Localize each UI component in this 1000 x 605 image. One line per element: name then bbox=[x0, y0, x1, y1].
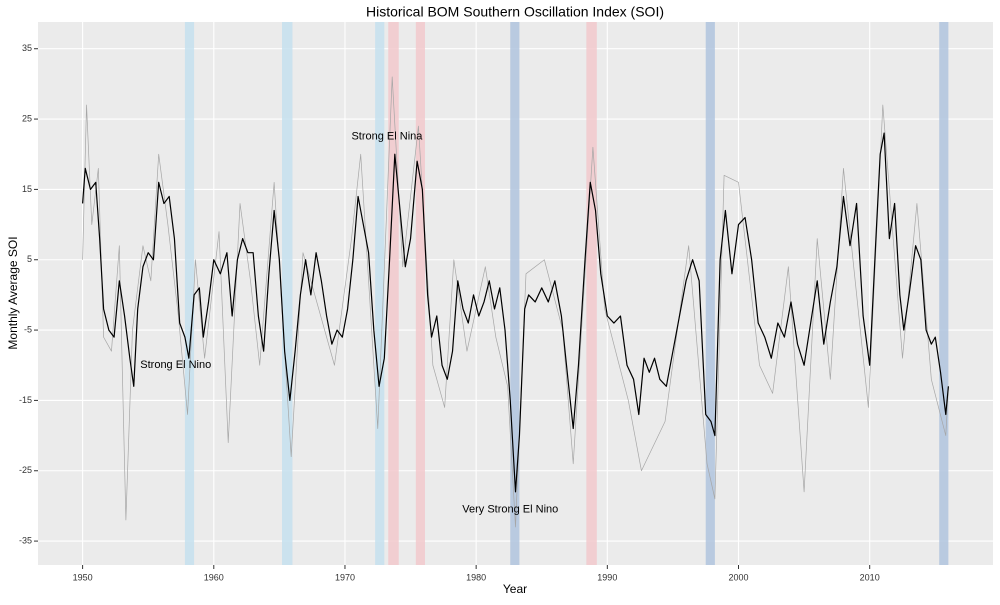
y-tick-label: 25 bbox=[22, 113, 32, 123]
y-tick-label: 35 bbox=[22, 43, 32, 53]
x-tick-label: 2000 bbox=[728, 572, 748, 582]
annotation: Strong El Nino bbox=[140, 359, 211, 371]
y-tick-label: -25 bbox=[19, 465, 32, 475]
series-line bbox=[82, 76, 949, 528]
shaded-period bbox=[184, 22, 195, 565]
x-tick-label: 1970 bbox=[335, 572, 355, 582]
shaded-period bbox=[415, 22, 425, 565]
x-axis-label: Year bbox=[503, 582, 527, 596]
chart-title: Historical BOM Southern Oscillation Inde… bbox=[366, 4, 664, 20]
y-tick-label: -15 bbox=[19, 395, 32, 405]
annotation: Very Strong El Nino bbox=[462, 503, 558, 515]
shaded-period bbox=[586, 22, 597, 565]
y-tick-label: 5 bbox=[27, 254, 32, 264]
shaded-period bbox=[939, 22, 949, 565]
y-tick-label: 15 bbox=[22, 184, 32, 194]
y-tick-label: -35 bbox=[19, 535, 32, 545]
x-tick-label: 1980 bbox=[466, 572, 486, 582]
x-tick-label: 1960 bbox=[204, 572, 224, 582]
y-tick-label: -5 bbox=[24, 324, 32, 334]
shaded-period bbox=[281, 22, 293, 565]
series-line bbox=[82, 132, 949, 493]
shaded-period bbox=[375, 22, 385, 565]
shaded-period bbox=[510, 22, 520, 565]
shaded-period bbox=[705, 22, 715, 565]
y-axis-label: Monthly Average SOI bbox=[6, 236, 20, 349]
x-tick-label: 1950 bbox=[73, 572, 93, 582]
x-tick-label: 1990 bbox=[597, 572, 617, 582]
shaded-period bbox=[388, 22, 399, 565]
x-tick-label: 2010 bbox=[860, 572, 880, 582]
annotation: Strong El Nina bbox=[351, 131, 423, 143]
